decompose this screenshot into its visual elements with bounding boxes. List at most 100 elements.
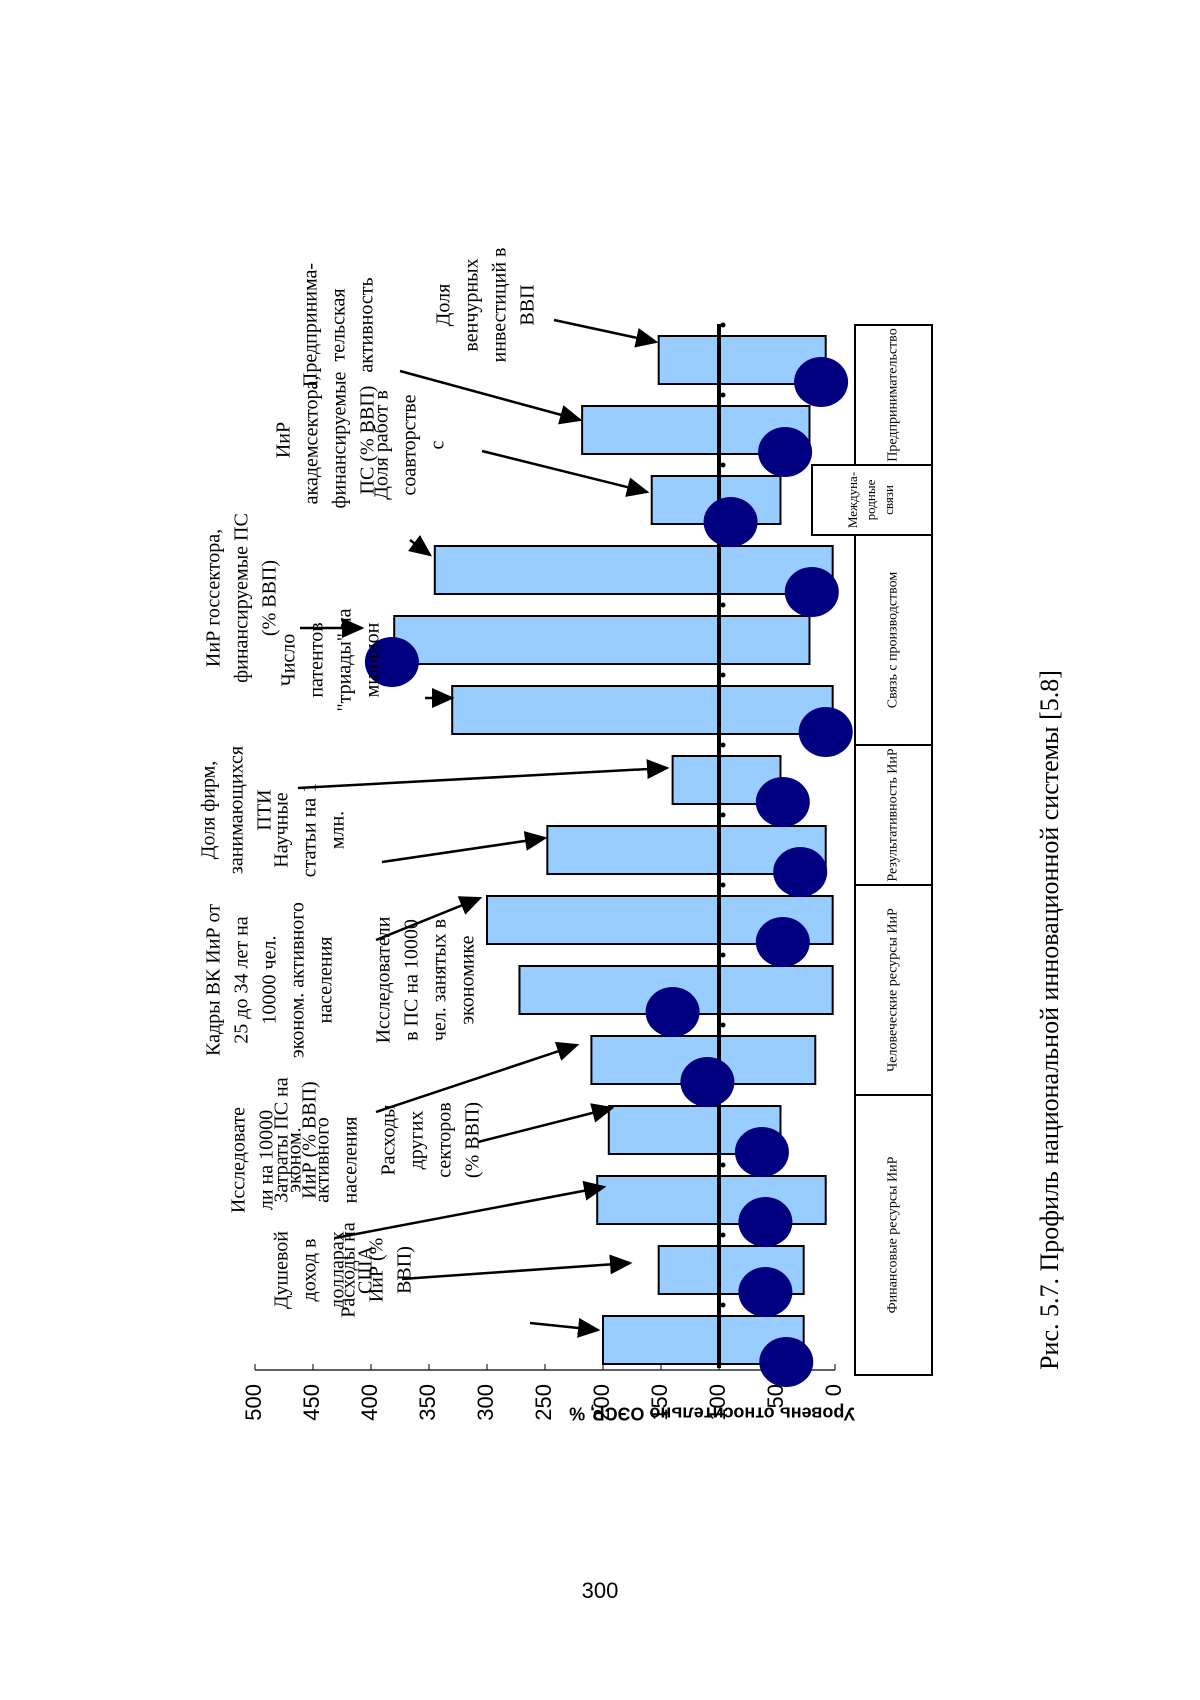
annotation-line: долларах [327,1231,349,1309]
reference-dot [720,462,726,468]
annotation-line: других [406,1111,428,1170]
annotation-line: эконом. [284,1127,306,1192]
annotation-line: академсектора, [301,376,323,505]
group-label: Предпринимательство [886,328,901,461]
value-marker [680,1057,735,1107]
tick-label: 300 [473,1384,498,1421]
page-number: 300 [581,1578,619,1603]
group-box [854,884,933,1096]
reference-dot [720,882,726,888]
annotation-line: населения [340,1116,362,1203]
group-label-line: Междуна- [845,472,860,528]
tick-label: 100 [705,1384,730,1421]
annotation-line: Душевой [271,1231,293,1309]
annotation-line: ПС (% ВВП) [357,386,379,495]
bar [393,615,811,665]
annotation-arrow [375,896,483,942]
value-marker [738,1197,793,1247]
annotation-line: 25 до 34 лет на [231,916,253,1043]
annotation-arrow [553,318,659,348]
annotation-line: тельская [328,288,350,361]
group-label: Результативность ИиР [886,748,901,881]
annotation-line: ВВП [517,284,539,325]
annotation-line: Научные [271,792,293,868]
annotation-line: финансируемые ПС [231,513,253,683]
group-box [854,744,933,886]
tick-label: 0 [821,1384,846,1396]
annotation-line: Исследователи [373,916,395,1043]
annotation-line: занимающихся [226,746,248,874]
annotation-line: Предпринима- [300,263,322,387]
figure-caption-anchor: Рис. 5.7. Профиль национальной инновацио… [1035,670,1064,1370]
annotation-arrow [408,535,432,557]
tick-label: 350 [415,1384,440,1421]
annotation-line: соавторстве [399,394,421,495]
reference-dot [720,392,726,398]
annotation-line: ВВП) [394,1246,416,1294]
axis-title: Уровень относительно ОЭСР, % [569,1403,855,1423]
annotation-line: с [427,440,449,449]
value-marker [734,1127,789,1177]
group-box [854,1094,933,1376]
reference-dot [720,322,726,328]
tick-label: 500 [241,1384,266,1421]
annotation-line: Расходы [378,1105,400,1176]
annotation-line: ИиР [273,422,295,458]
value-marker [798,707,853,757]
reference-dot [720,742,726,748]
annotation-line: Число [278,634,300,687]
annotation-line: млн. [327,811,349,849]
group-label-line: связи [881,485,896,515]
value-marker [703,497,758,547]
annotation-line: финансируемые [329,371,351,508]
annotation-line: населения [315,936,337,1023]
annotation-arrow [481,449,650,497]
annotation-line: Расходы на [338,1222,360,1318]
reference-dot [720,1302,726,1308]
reference-dot [720,1162,726,1168]
annotation-line: венчурных [461,258,483,351]
annotation-line: в ПС на 10000 [401,919,423,1041]
annotation-line: миллион [362,622,384,697]
value-marker [794,357,849,407]
reference-dot [720,1232,726,1238]
tick-label: 400 [357,1384,382,1421]
annotation-arrow [401,1254,633,1281]
reference-dot [720,812,726,818]
annotation-line: Доля работ в [371,390,393,500]
annotation-line: секторов [434,1102,456,1177]
annotation-line: "триады" на [334,608,356,711]
value-marker [755,777,810,827]
annotation-line: ИиР госсектора, [203,529,225,667]
annotation-line: Затраты ПС на [271,1077,293,1202]
annotation-line: инвестиций в [489,248,511,363]
annotation-line: статьи на 1 [299,783,321,877]
reference-dot [720,602,726,608]
annotation-line: (% ВВП) [462,1102,484,1178]
annotation-line: Исследовате [228,1107,250,1213]
bar [433,545,834,595]
tick-label: 150 [647,1384,672,1421]
group-label: Финансовые ресурсы ИиР [886,1156,901,1313]
annotation-line: (% ВВП) [259,560,281,636]
reference-dot [720,952,726,958]
annotation-line: Доля фирм, [198,761,220,860]
group-box [854,324,933,466]
group-box [854,534,933,746]
annotation-line: ли на 10000 [256,1110,278,1210]
annotation-arrow [334,1180,607,1240]
annotation-line: 10000 чел. [259,936,281,1025]
value-marker [758,427,813,477]
value-marker [773,847,828,897]
tick-label: 50 [763,1384,788,1408]
group-label-line: родные [863,479,878,520]
annotation-line: активного [312,1117,334,1203]
annotation-arrow [399,369,583,425]
value-marker [784,567,839,617]
reference-dot [720,672,726,678]
annotation-arrow [375,1041,580,1114]
annotation-line: ИиР (% ВВП) [299,1081,321,1198]
tick-label: 200 [589,1384,614,1421]
